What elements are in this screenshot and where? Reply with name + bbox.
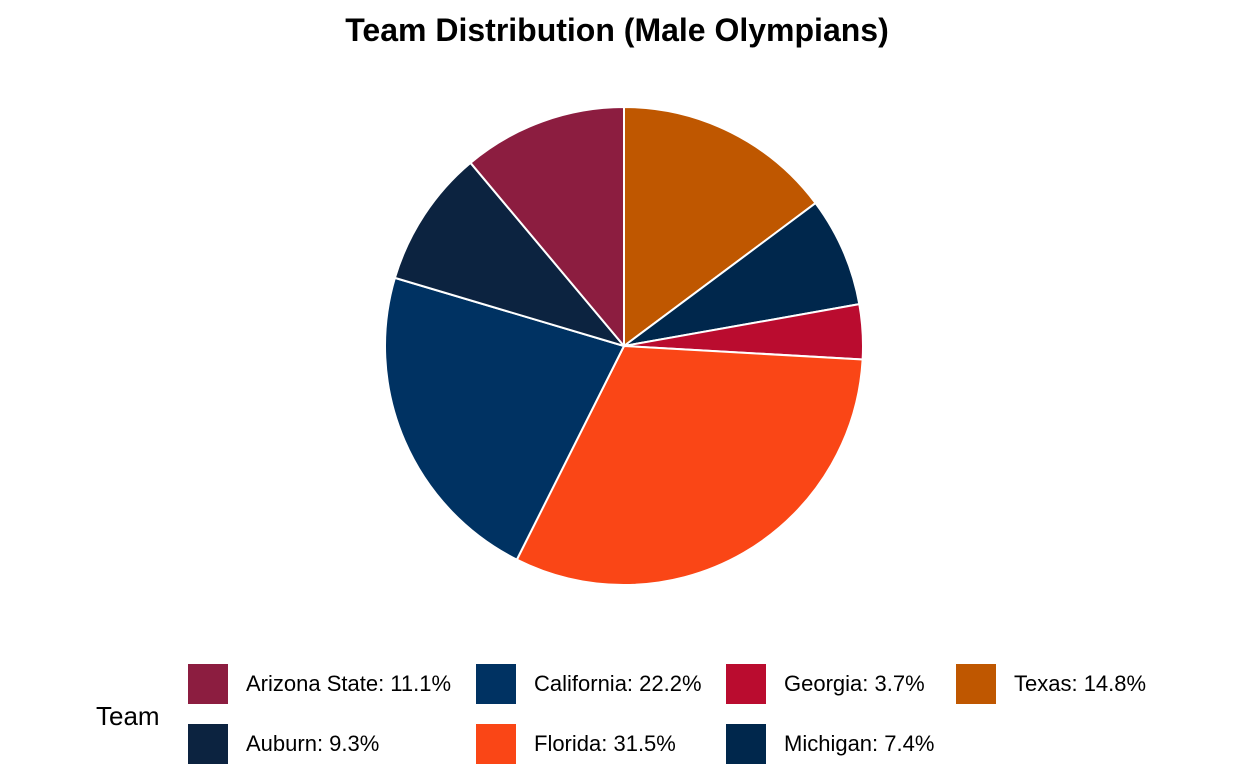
legend-label-florida: Florida: 31.5% — [534, 731, 676, 756]
legend-swatch-michigan — [726, 724, 766, 764]
pie-slice-california — [384, 276, 625, 561]
legend-label-michigan: Michigan: 7.4% — [784, 731, 935, 756]
pie-slice-texas — [623, 106, 817, 347]
legend-item-auburn: Auburn: 9.3% — [188, 724, 379, 764]
legend-label-georgia: Georgia: 3.7% — [784, 671, 925, 696]
legend-swatch-florida — [476, 724, 516, 764]
legend-swatch-california — [476, 664, 516, 704]
legend-item-michigan: Michigan: 7.4% — [726, 724, 934, 764]
legend-swatch-georgia — [726, 664, 766, 704]
legend-item-california: California: 22.2% — [476, 664, 702, 704]
legend-label-texas: Texas: 14.8% — [1014, 671, 1147, 696]
legend-swatch-texas — [956, 664, 996, 704]
pie-slice-florida — [515, 345, 864, 586]
legend-label-auburn: Auburn: 9.3% — [246, 731, 380, 756]
pie-slice-arizona-state — [469, 106, 625, 347]
pie-slice-michigan — [623, 202, 861, 347]
legend-item-georgia: Georgia: 3.7% — [726, 664, 925, 704]
pie-slice-auburn — [393, 161, 625, 347]
chart-title: Team Distribution (Male Olympians) — [345, 12, 889, 48]
legend-title: Team — [96, 701, 160, 731]
legend-label-california: California: 22.2% — [534, 671, 702, 696]
legend-item-texas: Texas: 14.8% — [956, 664, 1146, 704]
legend-swatch-auburn — [188, 724, 228, 764]
legend-label-arizona-state: Arizona State: 11.1% — [246, 671, 452, 696]
pie-chart — [384, 106, 864, 586]
legend-item-florida: Florida: 31.5% — [476, 724, 676, 764]
legend-swatch-arizona-state — [188, 664, 228, 704]
legend-item-arizona-state: Arizona State: 11.1% — [188, 664, 451, 704]
